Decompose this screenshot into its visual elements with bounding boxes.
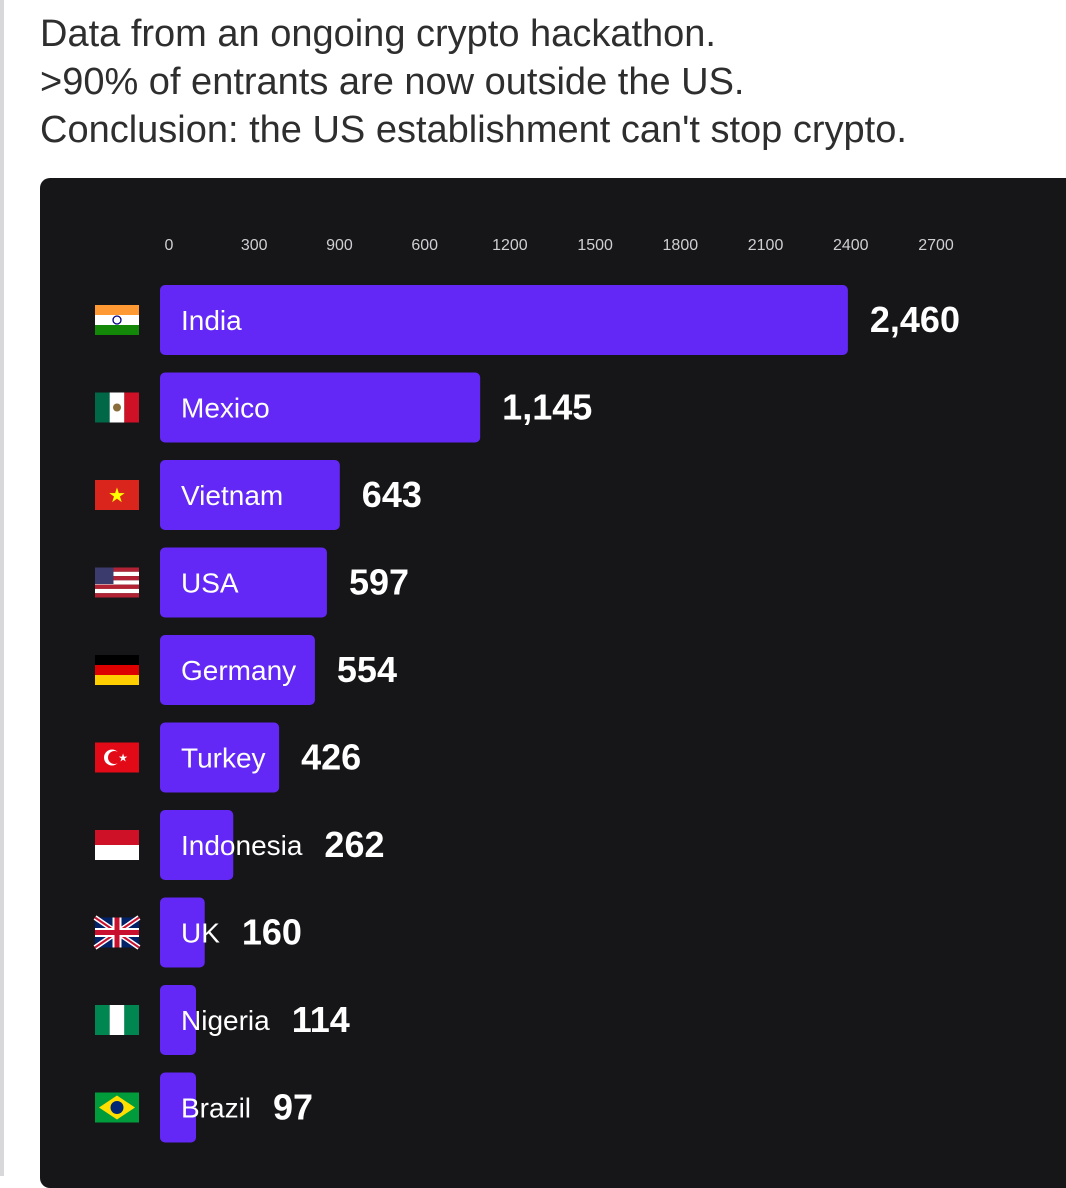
bar <box>160 460 340 530</box>
bar-row: UK 160 <box>93 897 302 968</box>
bar-row: USA 597 <box>95 547 409 618</box>
bar-category-label: Vietnam <box>181 480 283 511</box>
germany-flag-icon <box>95 655 139 685</box>
bar-value-label: 262 <box>324 824 384 865</box>
bar-row: Nigeria 114 <box>95 985 350 1055</box>
axis-ticks: 0 300 900 600 1200 1500 1800 2100 2400 2700 <box>165 237 954 254</box>
tick-label: 1200 <box>492 237 528 254</box>
bar-row: Indonesia 262 <box>95 810 385 880</box>
nigeria-flag-icon <box>95 1005 139 1035</box>
tweet-line-1: Data from an ongoing crypto hackathon. <box>40 13 716 55</box>
tick-label: 2400 <box>833 237 869 254</box>
brazil-flag-icon <box>95 1092 139 1123</box>
bar-rows: India 2,460 Mexico 1,145 ★ Vietnam 643 USA 597 Ge… <box>93 285 960 1143</box>
bar-value-label: 597 <box>349 562 409 603</box>
bar-value-label: 554 <box>337 649 397 690</box>
tick-label: 2100 <box>748 237 784 254</box>
bar-value-label: 426 <box>301 737 361 778</box>
bar <box>160 985 196 1055</box>
bar-category-label: Mexico <box>181 393 270 424</box>
chart-image: 0 300 900 600 1200 1500 1800 2100 2400 2700 India… <box>40 178 1066 1188</box>
bar <box>160 547 327 618</box>
bar-value-label: 643 <box>362 474 422 515</box>
bar-row: Mexico 1,145 <box>95 372 592 443</box>
usa-flag-icon <box>95 567 139 598</box>
bar <box>160 897 205 968</box>
tick-label: 2700 <box>918 237 954 254</box>
tick-label: 1500 <box>577 237 613 254</box>
tick-label: 600 <box>411 237 438 254</box>
bar-chart: 0 300 900 600 1200 1500 1800 2100 2400 2700 India… <box>93 237 960 1143</box>
indonesia-flag-icon <box>95 830 139 860</box>
bar-row: Brazil 97 <box>95 1072 313 1143</box>
india-flag-icon <box>95 305 139 335</box>
bar <box>160 285 848 355</box>
bar <box>160 810 234 880</box>
tick-label: 0 <box>165 237 174 254</box>
bar-category-label: Turkey <box>181 743 266 774</box>
vietnam-flag-icon: ★ <box>95 480 139 510</box>
bar-category-label: India <box>181 305 242 336</box>
svg-text:★: ★ <box>108 483 126 507</box>
tick-label: 900 <box>326 237 353 254</box>
uk-flag-icon <box>93 915 141 950</box>
bar-value-label: 160 <box>242 912 302 953</box>
bar-value-label: 114 <box>292 999 350 1040</box>
bar <box>160 722 280 793</box>
svg-text:★: ★ <box>118 752 128 765</box>
bar-row: India 2,460 <box>95 285 960 355</box>
bar-category-label: Nigeria <box>181 1005 270 1036</box>
tweet-line-3: Conclusion: the US establishment can't s… <box>40 109 907 151</box>
bar-category-label: UK <box>181 918 220 949</box>
tweet-line-2: >90% of entrants are now outside the US. <box>40 61 745 103</box>
bar-value-label: 2,460 <box>870 299 960 340</box>
bar-category-label: Germany <box>181 655 296 686</box>
bar-category-label: USA <box>181 568 239 599</box>
bar <box>160 372 481 443</box>
tick-label: 300 <box>241 237 268 254</box>
turkey-flag-icon: ★ <box>95 742 139 773</box>
bar-value-label: 1,145 <box>502 387 592 428</box>
bar-category-label: Brazil <box>181 1093 251 1124</box>
mexico-flag-icon <box>95 392 139 423</box>
bar-category-label: Indonesia <box>181 830 303 861</box>
bar-value-label: 97 <box>273 1087 313 1128</box>
bar-row: Germany 554 <box>95 635 397 705</box>
bar <box>160 1072 196 1143</box>
tick-label: 1800 <box>663 237 699 254</box>
tweet-text: Data from an ongoing crypto hackathon. >… <box>40 10 1050 154</box>
bar <box>160 635 315 705</box>
bar-row: ★ Turkey 426 <box>95 722 361 793</box>
bar-row: ★ Vietnam 643 <box>95 460 422 530</box>
left-border <box>0 0 4 1176</box>
